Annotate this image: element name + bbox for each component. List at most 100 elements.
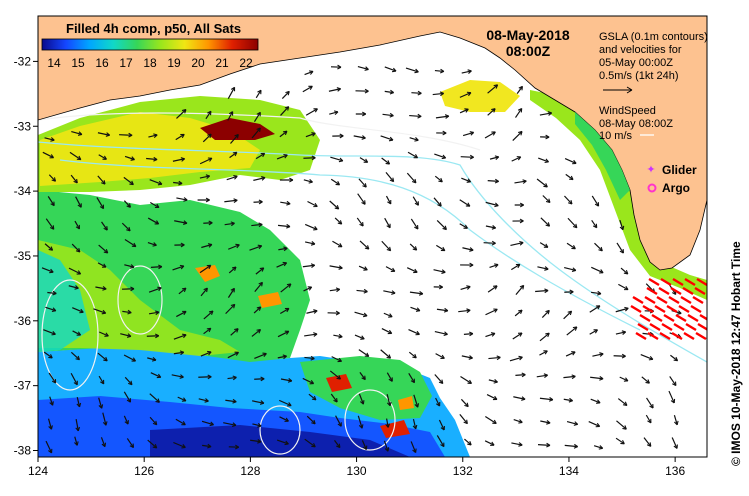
velocity-arrow [459, 108, 469, 114]
velocity-arrow [487, 285, 498, 293]
velocity-arrowhead [437, 202, 442, 207]
velocity-arrow [460, 376, 472, 384]
velocity-arrowhead [310, 263, 316, 269]
velocity-arrow [93, 308, 106, 314]
velocity-arrowhead [648, 355, 654, 361]
velocity-arrow [329, 288, 340, 292]
velocity-arrow [149, 201, 160, 209]
velocity-arrow [330, 393, 338, 403]
velocity-arrow [540, 217, 550, 227]
wind-vector [644, 295, 656, 305]
velocity-arrow [539, 112, 552, 116]
wind-vector [651, 313, 663, 323]
velocity-arrowhead [386, 223, 391, 229]
velocity-arrow [173, 334, 187, 340]
velocity-arrowhead [387, 199, 392, 205]
velocity-arrowhead [439, 68, 445, 74]
velocity-arrow [409, 114, 422, 118]
wind-vector [647, 331, 659, 341]
velocity-arrow [254, 353, 267, 359]
velocity-arrowhead [103, 356, 108, 362]
velocity-arrowhead [313, 202, 318, 208]
velocity-arrowhead [77, 131, 83, 136]
velocity-arrowhead [75, 426, 81, 432]
velocity-arrow [120, 333, 132, 337]
velocity-arrowhead [645, 379, 650, 384]
velocity-arrowhead [231, 266, 237, 271]
wind-vector [637, 322, 649, 332]
velocity-arrowhead [492, 395, 498, 401]
wind-legend-line: 10 m/s [599, 130, 633, 142]
velocity-arrowhead [48, 246, 54, 251]
velocity-arrow [359, 157, 368, 163]
velocity-arrow [512, 131, 523, 141]
velocity-arrowhead [567, 200, 573, 205]
velocity-arrow [383, 290, 396, 294]
velocity-arrowhead [571, 374, 576, 380]
velocity-arrowhead [179, 264, 185, 270]
velocity-arrowhead [102, 286, 107, 291]
velocity-arrow [95, 286, 107, 290]
velocity-arrowhead [181, 421, 186, 426]
velocity-arrowhead [208, 220, 213, 226]
velocity-arrowhead [571, 244, 576, 250]
velocity-arrowhead [442, 130, 447, 136]
velocity-arrowhead [257, 89, 262, 95]
wind-vector [661, 322, 673, 332]
velocity-arrow [515, 285, 525, 295]
y-tick-label: -36 [14, 314, 32, 328]
x-tick-label: 134 [559, 464, 579, 478]
velocity-arrow [413, 394, 419, 408]
velocity-arrow [178, 287, 187, 295]
velocity-arrowhead [599, 375, 604, 381]
velocity-arrowhead [103, 248, 109, 254]
velocity-arrowhead [362, 183, 367, 188]
velocity-arrowhead [335, 287, 341, 293]
velocity-arrow [303, 286, 312, 292]
velocity-arrowhead [103, 226, 108, 231]
velocity-arrow [564, 266, 576, 272]
velocity-arrowhead [124, 420, 129, 425]
velocity-arrowhead [310, 241, 316, 246]
velocity-arrowhead [311, 395, 317, 401]
velocity-arrowhead [313, 108, 318, 113]
velocity-arrow [98, 375, 105, 385]
velocity-arrowhead [313, 226, 318, 231]
velocity-arrowhead [102, 155, 107, 160]
velocity-arrow [302, 377, 314, 385]
x-tick-label: 126 [134, 464, 154, 478]
velocity-arrow [123, 391, 131, 403]
velocity-arrowhead [466, 285, 471, 290]
velocity-arrow [594, 242, 603, 252]
velocity-arrowhead [364, 245, 370, 250]
velocity-arrowhead [623, 270, 629, 275]
velocity-arrow [101, 221, 108, 231]
velocity-arrow [566, 326, 578, 336]
velocity-arrow [146, 157, 158, 161]
velocity-arrow [537, 444, 551, 446]
wind-vector [682, 286, 694, 296]
velocity-arrowhead [469, 262, 474, 268]
velocity-arrow [516, 85, 523, 95]
velocity-arrow [541, 310, 550, 318]
velocity-arrowhead [599, 352, 604, 357]
velocity-arrow [590, 376, 604, 380]
velocity-arrow [410, 306, 421, 312]
velocity-arrow [488, 379, 498, 383]
velocity-arrow [306, 415, 316, 425]
velocity-arrow [540, 420, 551, 424]
velocity-arrow [328, 88, 341, 92]
velocity-arrow [460, 156, 474, 158]
velocity-arrow [176, 197, 188, 201]
velocity-arrowhead [364, 66, 369, 71]
velocity-arrowhead [207, 374, 212, 380]
velocity-arrowhead [127, 309, 132, 315]
velocity-arrow [615, 307, 629, 313]
velocity-arrowhead [438, 284, 443, 290]
velocity-arrowhead [234, 444, 240, 450]
velocity-arrowhead [308, 70, 314, 75]
velocity-arrowhead [673, 356, 679, 362]
wind-vectors [630, 277, 707, 341]
sst-warm-blob [195, 265, 220, 282]
velocity-arrow [406, 172, 417, 184]
